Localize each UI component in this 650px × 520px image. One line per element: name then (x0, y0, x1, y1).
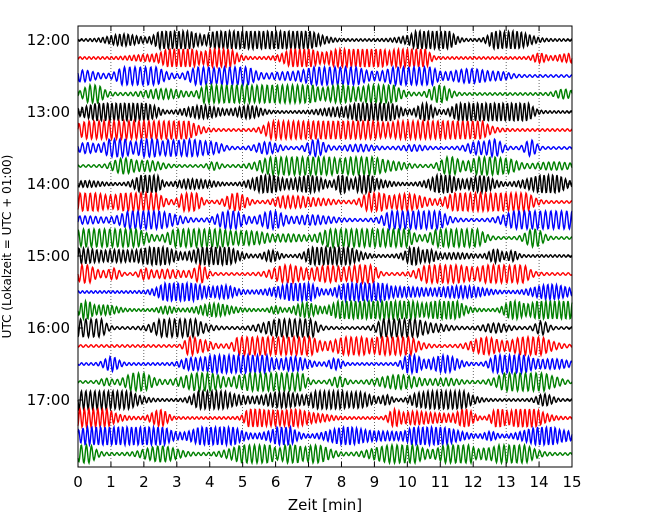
seismic-traces (77, 28, 573, 466)
x-tick-label: 12 (464, 473, 483, 491)
y-axis: 12:00 13:00 14:00 15:00 16:00 17:00 (27, 31, 572, 409)
trace-line (77, 334, 573, 358)
trace-line (77, 424, 573, 448)
x-tick-label: 6 (271, 473, 281, 491)
trace-line (77, 316, 573, 340)
trace-line (77, 352, 573, 376)
trace-line (77, 298, 573, 322)
trace-line (77, 82, 573, 106)
trace-line (77, 262, 573, 286)
x-tick-label: 14 (530, 473, 549, 491)
x-tick-label: 1 (106, 473, 116, 491)
trace-line (77, 442, 573, 466)
x-tick-label: 3 (172, 473, 182, 491)
y-tick-label: 17:00 (27, 391, 70, 409)
x-tick-label: 15 (562, 473, 581, 491)
trace-line (77, 118, 573, 142)
plot-frame (77, 25, 573, 468)
y-tick-label: 12:00 (27, 31, 70, 49)
trace-line (77, 46, 573, 70)
trace-line (77, 388, 573, 412)
x-tick-label: 10 (398, 473, 417, 491)
x-axis: 0 1 2 3 4 5 6 7 8 9 10 11 12 13 14 15 (73, 26, 582, 491)
trace-line (77, 190, 573, 214)
y-axis-title: UTC (Lokalzeit = UTC + 01:00) (0, 155, 14, 339)
x-tick-label: 8 (337, 473, 347, 491)
trace-line (77, 280, 573, 304)
trace-line (77, 370, 573, 394)
x-tick-label: 5 (238, 473, 248, 491)
trace-line (77, 226, 573, 250)
y-tick-label: 15:00 (27, 247, 70, 265)
y-tick-label: 14:00 (27, 175, 70, 193)
trace-line (77, 64, 573, 88)
trace-line (77, 154, 573, 178)
trace-line (77, 100, 573, 123)
x-tick-label: 2 (139, 473, 149, 491)
x-tick-label: 0 (73, 473, 83, 491)
trace-line (77, 28, 573, 52)
y-tick-label: 16:00 (27, 319, 70, 337)
x-tick-label: 13 (497, 473, 516, 491)
x-tick-label: 7 (304, 473, 314, 491)
x-tick-label: 4 (205, 473, 215, 491)
trace-line (77, 208, 573, 232)
trace-line (77, 244, 573, 268)
x-axis-title: Zeit [min] (288, 496, 362, 514)
trace-line (77, 136, 573, 160)
trace-line (77, 406, 573, 430)
trace-line (77, 172, 573, 196)
y-tick-label: 13:00 (27, 103, 70, 121)
x-tick-label: 9 (370, 473, 380, 491)
x-tick-label: 11 (431, 473, 450, 491)
